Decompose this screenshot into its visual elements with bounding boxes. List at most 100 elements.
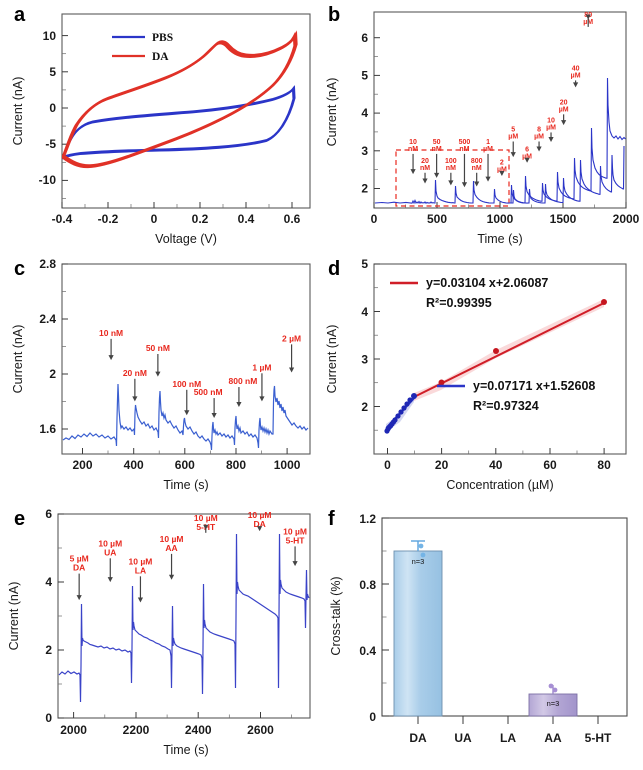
- panel-b-annotation-label: 5: [511, 126, 515, 133]
- panel-c: c 2.8 2.4 2 1.6: [0, 250, 322, 498]
- panel-d-fit-region: [384, 299, 607, 434]
- panel-b-annotation-label: 2: [500, 160, 504, 167]
- panel-c-xlabel: Time (s): [163, 478, 208, 492]
- panel-a-ylabel: Current (nA): [11, 77, 25, 146]
- sample-size-aa: n=3: [547, 699, 560, 708]
- panel-b-y-axis: 6 5 4 3 2: [361, 31, 380, 196]
- panel-c-annotation-arrow-head: [236, 401, 242, 407]
- panel-f-x-axis: DA UA LA AA 5-HT: [409, 716, 612, 745]
- panel-b-annotation-arrow-head: [548, 137, 554, 143]
- panel-a-ytick-neg5: -5: [45, 137, 56, 151]
- panel-a-xtick-1: -0.2: [98, 212, 119, 226]
- panel-a-x-axis: -0.4 -0.2 0 0.2 0.4 0.6: [52, 202, 301, 226]
- panel-b-annotation-label: 500: [459, 139, 471, 146]
- panel-a-traces: [62, 30, 298, 169]
- panel-b-annotation-arrow-head: [485, 176, 491, 182]
- panel-a-plot: 10 5 0 -5 -10 -0.4 -0.2: [11, 13, 311, 246]
- panel-c-ytick-2p8: 2.8: [39, 257, 56, 271]
- panel-e-ytick-2: 2: [45, 643, 52, 657]
- panel-b-annotation-arrow-head: [410, 169, 416, 175]
- panel-b-annotation-label: 40: [572, 65, 580, 72]
- panel-b-trace: [374, 145, 625, 205]
- panel-b-annotation-arrow-head: [510, 152, 516, 158]
- datapoint-da-2: [420, 552, 426, 558]
- panel-f-ytick-0: 0: [369, 710, 376, 724]
- panel-e-annotation-arrow-head: [257, 526, 263, 532]
- panel-e-annotation-arrow-head: [107, 577, 113, 583]
- panel-a-frame: [61, 13, 311, 209]
- panel-a-xtick-3: 0.2: [192, 212, 209, 226]
- panel-b-annotation-unit: nM: [408, 146, 418, 153]
- panel-e-plot: 6 4 2 0 2000 2200 2400 2600 Time (s) Cu: [7, 507, 311, 757]
- panel-a-pbs-curve: [62, 85, 296, 160]
- panel-e-annotation-analyte: AA: [165, 543, 177, 553]
- panel-d-equation-high: y=0.03104 x+2.06087: [426, 276, 548, 290]
- panel-d-fit-annotations: y=0.03104 x+2.06087 R²=0.99395 y=0.07171…: [390, 276, 595, 413]
- panel-d-ytick-3: 3: [361, 353, 368, 367]
- panel-c-annotation-label: 50 nM: [146, 343, 170, 353]
- panel-a: a 10 5 0 -5 -10: [0, 0, 322, 250]
- panel-d-plot: 5 4 3 2 0 20 40 60 80 Concen: [325, 257, 627, 492]
- panel-b-xtick-3: 1500: [550, 212, 577, 226]
- panel-a-da-curve: [62, 30, 298, 169]
- panel-b-plot: 6 5 4 3 2 0 500 1000 1500 2000: [325, 11, 640, 246]
- panel-d-ylabel: Current (nA): [325, 325, 339, 394]
- panel-b-annotation-arrow-head: [524, 157, 530, 163]
- panel-e-ytick-6: 6: [45, 507, 52, 521]
- panel-a-y-axis: 10 5 0 -5 -10: [39, 29, 68, 199]
- panel-a-ytick-10: 10: [43, 29, 57, 43]
- panel-b: b 6 5 4 3 2: [322, 0, 643, 250]
- panel-f-xtick-aa: AA: [544, 731, 562, 745]
- panel-d-ytick-4: 4: [361, 305, 368, 319]
- panel-b-annotation-unit: µM: [522, 153, 532, 160]
- panel-e-xlabel: Time (s): [163, 743, 208, 757]
- panel-b-annotation-arrow-head: [573, 82, 579, 88]
- panel-b-xtick-0: 0: [371, 212, 378, 226]
- panel-b-annotation-arrow-head: [561, 120, 567, 126]
- panel-d-high-points: [438, 299, 607, 386]
- panel-e-xtick-2200: 2200: [123, 723, 150, 737]
- panel-d-xtick-80: 80: [597, 458, 611, 472]
- panel-c-xtick-800: 800: [226, 458, 246, 472]
- panel-e-annotation-arrow-head: [76, 595, 82, 601]
- panel-f-bars: n=3 n=3: [393, 540, 578, 717]
- panel-b-annotation-label: 800: [471, 158, 483, 165]
- panel-e-annotation-conc: 10 µM: [98, 538, 122, 548]
- panel-b-annotation-arrow-head: [461, 182, 468, 188]
- panel-f-xtick-5ht: 5-HT: [585, 731, 612, 745]
- panel-a-xtick-0: -0.4: [52, 212, 73, 226]
- panel-b-annotation-unit: nM: [420, 165, 430, 172]
- panel-a-xtick-5: 0.6: [284, 212, 301, 226]
- panel-c-xtick-200: 200: [72, 458, 92, 472]
- bar-da: [393, 550, 443, 717]
- panel-b-annotation-label: 1: [486, 139, 490, 146]
- panel-b-annotation-unit: nM: [472, 165, 482, 172]
- panel-b-annotation-label: 100: [445, 158, 457, 165]
- panel-e-x-axis: 2000 2200 2400 2600: [60, 712, 292, 737]
- panel-e-annotation-conc: 10 µM: [248, 510, 272, 520]
- panel-d-y-axis: 5 4 3 2: [361, 257, 380, 431]
- panel-b-label: b: [328, 4, 341, 26]
- panel-c-annotation-arrow-head: [288, 367, 295, 373]
- panel-c-xtick-1000: 1000: [274, 458, 301, 472]
- panel-c-xtick-600: 600: [175, 458, 195, 472]
- panel-c-annotation-label: 800 nM: [229, 376, 258, 386]
- panel-b-annotation-label: 20: [421, 158, 429, 165]
- panel-d-x-axis: 0 20 40 60 80: [384, 448, 611, 472]
- panel-d-xtick-60: 60: [543, 458, 557, 472]
- panel-d-ytick-5: 5: [361, 257, 368, 271]
- panel-e-annotation-conc: 10 µM: [283, 526, 307, 536]
- panel-b-annotation-arrow-head: [434, 172, 440, 178]
- panel-c-annotation-arrow-head: [155, 371, 161, 377]
- panel-b-annotation-unit: nM: [432, 146, 442, 153]
- panel-e-ytick-0: 0: [45, 711, 52, 725]
- panel-e-annotation-conc: 5 µM: [70, 554, 89, 564]
- panel-b-inset-box: [395, 149, 510, 207]
- panel-b-ytick-5: 5: [361, 69, 368, 83]
- panel-b-ytick-4: 4: [361, 106, 368, 120]
- panel-c-annotation-arrow-head: [132, 396, 138, 402]
- panel-b-ytick-6: 6: [361, 31, 368, 45]
- panel-f: f 1.2 0.: [322, 498, 643, 770]
- panel-c-y-axis: 2.8 2.4 2 1.6: [39, 257, 68, 436]
- panel-f-xtick-ua: UA: [454, 731, 472, 745]
